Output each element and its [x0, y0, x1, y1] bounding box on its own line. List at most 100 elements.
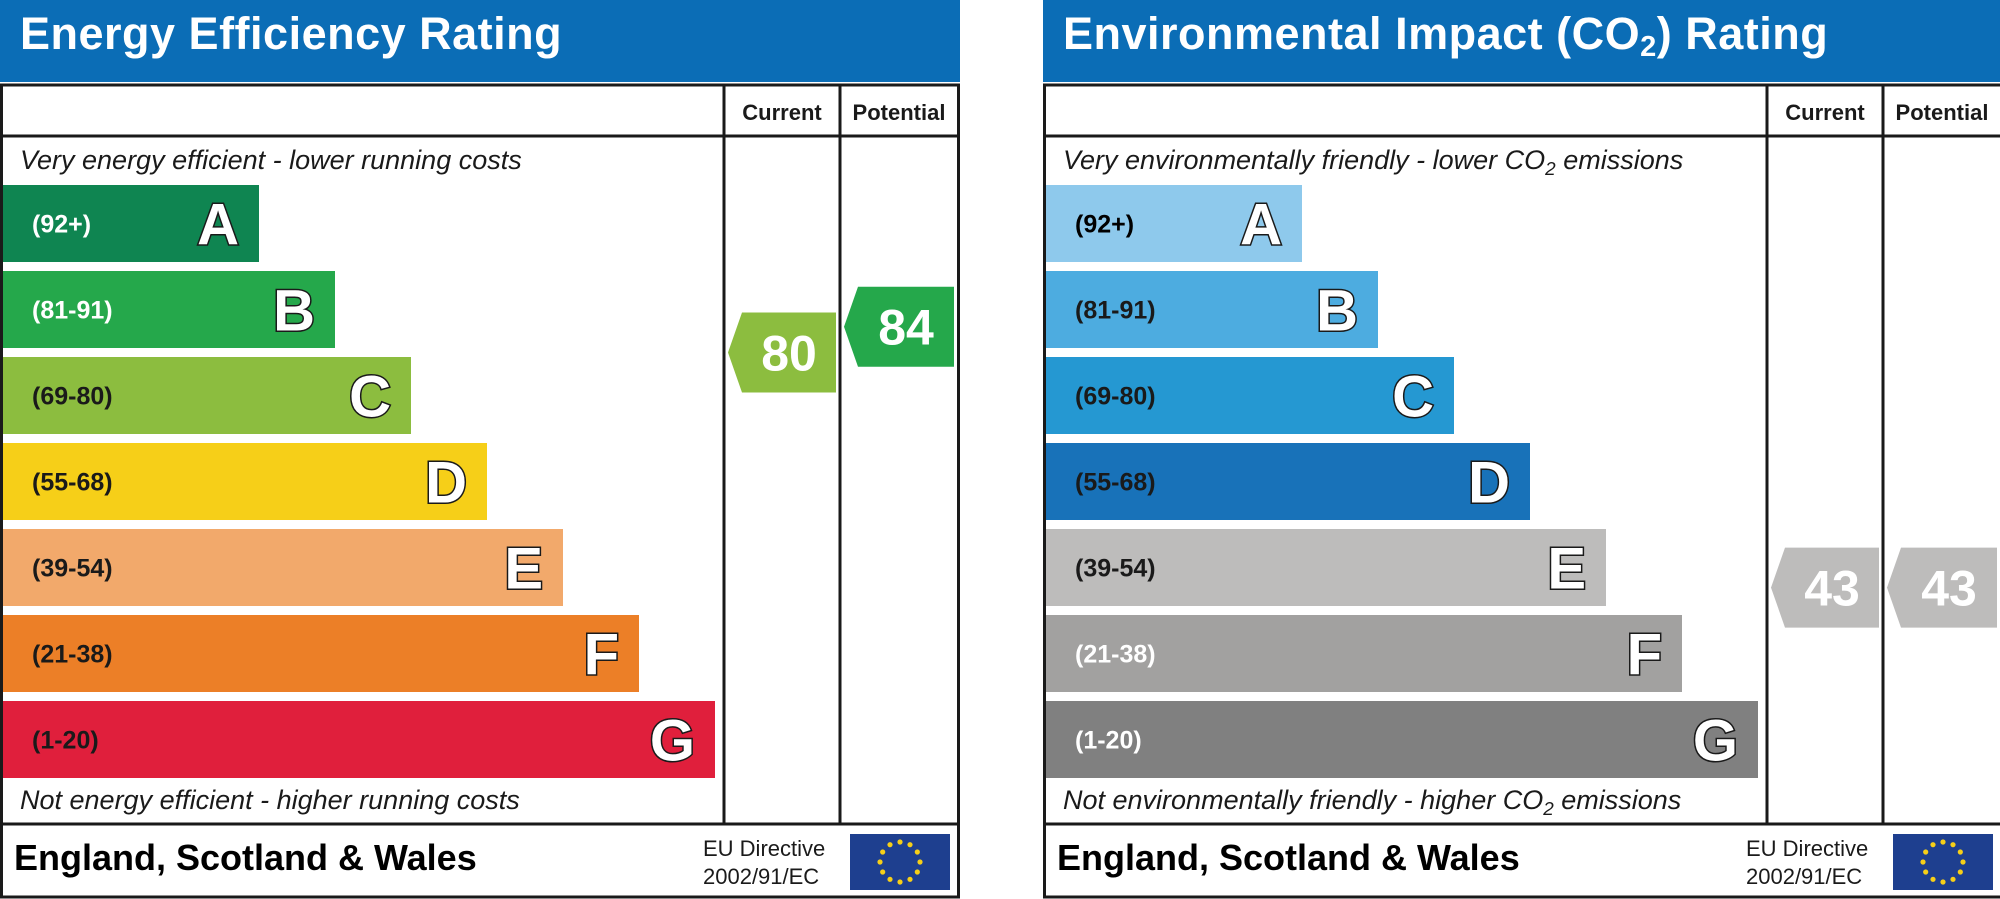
energy-potential-rating: 84	[844, 286, 954, 367]
energy-eu-flag-star	[914, 869, 920, 875]
energy-band-bar-g	[3, 701, 715, 778]
environment-band-range-a: (92+)	[1075, 211, 1134, 239]
environment-top-note: Very environmentally friendly - lower CO…	[1063, 145, 1683, 180]
environment-band-range-b: (81-91)	[1075, 297, 1156, 325]
environment-band-bar-c	[1046, 357, 1454, 434]
energy-potential-rating-value: 84	[878, 300, 934, 356]
environment-rating-chart: Current Potential Very environmentally fri…	[1043, 83, 2000, 899]
environment-current-rating-value: 43	[1804, 561, 1860, 617]
environment-band-bar-g	[1046, 701, 1758, 778]
environment-eu-flag-star	[1940, 879, 1946, 885]
environment-eu-flag-icon	[1893, 834, 1993, 890]
energy-band-b: (81-91) B	[3, 271, 335, 348]
environment-eu-flag-star	[1950, 842, 1956, 848]
environment-band-bar-b	[1046, 271, 1378, 348]
energy-band-range-f: (21-38)	[32, 641, 113, 669]
environment-band-letter-e: E	[1547, 537, 1586, 602]
environment-band-bar-f	[1046, 615, 1682, 692]
energy-footer-region: England, Scotland & Wales	[14, 837, 477, 878]
environment-band-g: (1-20) G	[1046, 701, 1758, 778]
environment-band-range-c: (69-80)	[1075, 383, 1156, 411]
energy-band-letter-g: G	[650, 709, 695, 774]
energy-band-d: (55-68) D	[3, 443, 487, 520]
energy-chart-title: Energy Efficiency Rating	[20, 8, 563, 59]
environment-eu-flag-star	[1930, 876, 1936, 882]
energy-band-letter-e: E	[504, 537, 543, 602]
environment-band-d: (55-68) D	[1046, 443, 1530, 520]
energy-eu-flag-star	[877, 859, 883, 865]
environment-potential-rating: 43	[1887, 547, 1997, 628]
energy-eu-flag-star	[907, 842, 913, 848]
environment-band-bar-a	[1046, 185, 1302, 262]
energy-band-letter-d: D	[425, 451, 467, 516]
environment-current-rating: 43	[1771, 547, 1879, 628]
energy-band-letter-f: F	[584, 623, 619, 688]
energy-band-e: (39-54) E	[3, 529, 563, 606]
energy-eu-directive-number: 2002/91/EC	[703, 864, 819, 889]
energy-eu-flag-star	[887, 842, 893, 848]
environment-bottom-note: Not environmentally friendly - higher CO…	[1063, 785, 1681, 820]
energy-current-rating-value: 80	[761, 326, 817, 382]
environment-band-letter-b: B	[1316, 279, 1358, 344]
energy-eu-flag-star	[897, 839, 903, 845]
energy-current-rating: 80	[728, 312, 836, 393]
energy-eu-flag-star	[917, 859, 923, 865]
energy-band-bar-e	[3, 529, 563, 606]
energy-band-range-a: (92+)	[32, 211, 91, 239]
environment-band-f: (21-38) F	[1046, 615, 1682, 692]
energy-band-range-g: (1-20)	[32, 727, 99, 755]
energy-band-range-d: (55-68)	[32, 469, 113, 497]
energy-current-header: Current	[742, 100, 822, 125]
energy-band-c: (69-80) C	[3, 357, 411, 434]
environmental-impact-panel: Environmental Impact (CO2) Rating Curren…	[1043, 0, 2000, 899]
environment-band-range-d: (55-68)	[1075, 469, 1156, 497]
environment-footer-region: England, Scotland & Wales	[1057, 837, 1520, 878]
environment-band-letter-a: A	[1240, 193, 1282, 258]
environment-band-e: (39-54) E	[1046, 529, 1606, 606]
energy-eu-flag-star	[914, 849, 920, 855]
environment-eu-flag-star	[1940, 839, 1946, 845]
environment-current-header: Current	[1785, 100, 1865, 125]
environment-eu-directive-number: 2002/91/EC	[1746, 864, 1862, 889]
energy-band-letter-a: A	[197, 193, 239, 258]
environment-band-range-e: (39-54)	[1075, 555, 1156, 583]
environment-outer-frame	[1043, 83, 2000, 899]
environment-band-range-f: (21-38)	[1075, 641, 1156, 669]
energy-bottom-note: Not energy efficient - higher running co…	[20, 785, 520, 815]
energy-eu-flag-star	[880, 849, 886, 855]
environment-eu-flag-star	[1923, 849, 1929, 855]
environment-band-b: (81-91) B	[1046, 271, 1378, 348]
environment-potential-rating-arrow	[1887, 547, 1997, 628]
energy-eu-flag-star	[880, 869, 886, 875]
energy-eu-flag-star	[907, 876, 913, 882]
energy-frame	[0, 83, 960, 899]
energy-band-bar-c	[3, 357, 411, 434]
energy-band-letter-c: C	[349, 365, 391, 430]
energy-efficiency-panel: Energy Efficiency Rating Current Potentia…	[0, 0, 960, 899]
energy-band-range-b: (81-91)	[32, 297, 113, 325]
energy-eu-flag-icon	[850, 834, 950, 890]
environment-eu-flag-star	[1957, 849, 1963, 855]
energy-eu-flag-star	[897, 879, 903, 885]
energy-band-bar-a	[3, 185, 259, 262]
energy-eu-directive-label: EU Directive	[703, 836, 825, 861]
environment-band-bar-e	[1046, 529, 1606, 606]
environment-eu-directive-label: EU Directive	[1746, 836, 1868, 861]
environment-eu-flag-star	[1960, 859, 1966, 865]
energy-current-rating-arrow	[728, 312, 836, 393]
energy-band-bar-f	[3, 615, 639, 692]
environment-band-c: (69-80) C	[1046, 357, 1454, 434]
environment-title-bar: Environmental Impact (CO2) Rating	[1043, 0, 2000, 82]
environment-potential-header: Potential	[1896, 100, 1989, 125]
environment-eu-flag-star	[1957, 869, 1963, 875]
environment-band-letter-d: D	[1468, 451, 1510, 516]
environment-band-letter-c: C	[1392, 365, 1434, 430]
energy-band-g: (1-20) G	[3, 701, 715, 778]
energy-eu-flag-star	[887, 876, 893, 882]
environment-band-bar-d	[1046, 443, 1530, 520]
energy-potential-rating-arrow	[844, 286, 954, 367]
energy-band-range-c: (69-80)	[32, 383, 113, 411]
energy-rating-chart: Current Potential Very energy efficient - …	[0, 83, 960, 899]
energy-band-range-e: (39-54)	[32, 555, 113, 583]
environment-eu-flag-star	[1920, 859, 1926, 865]
